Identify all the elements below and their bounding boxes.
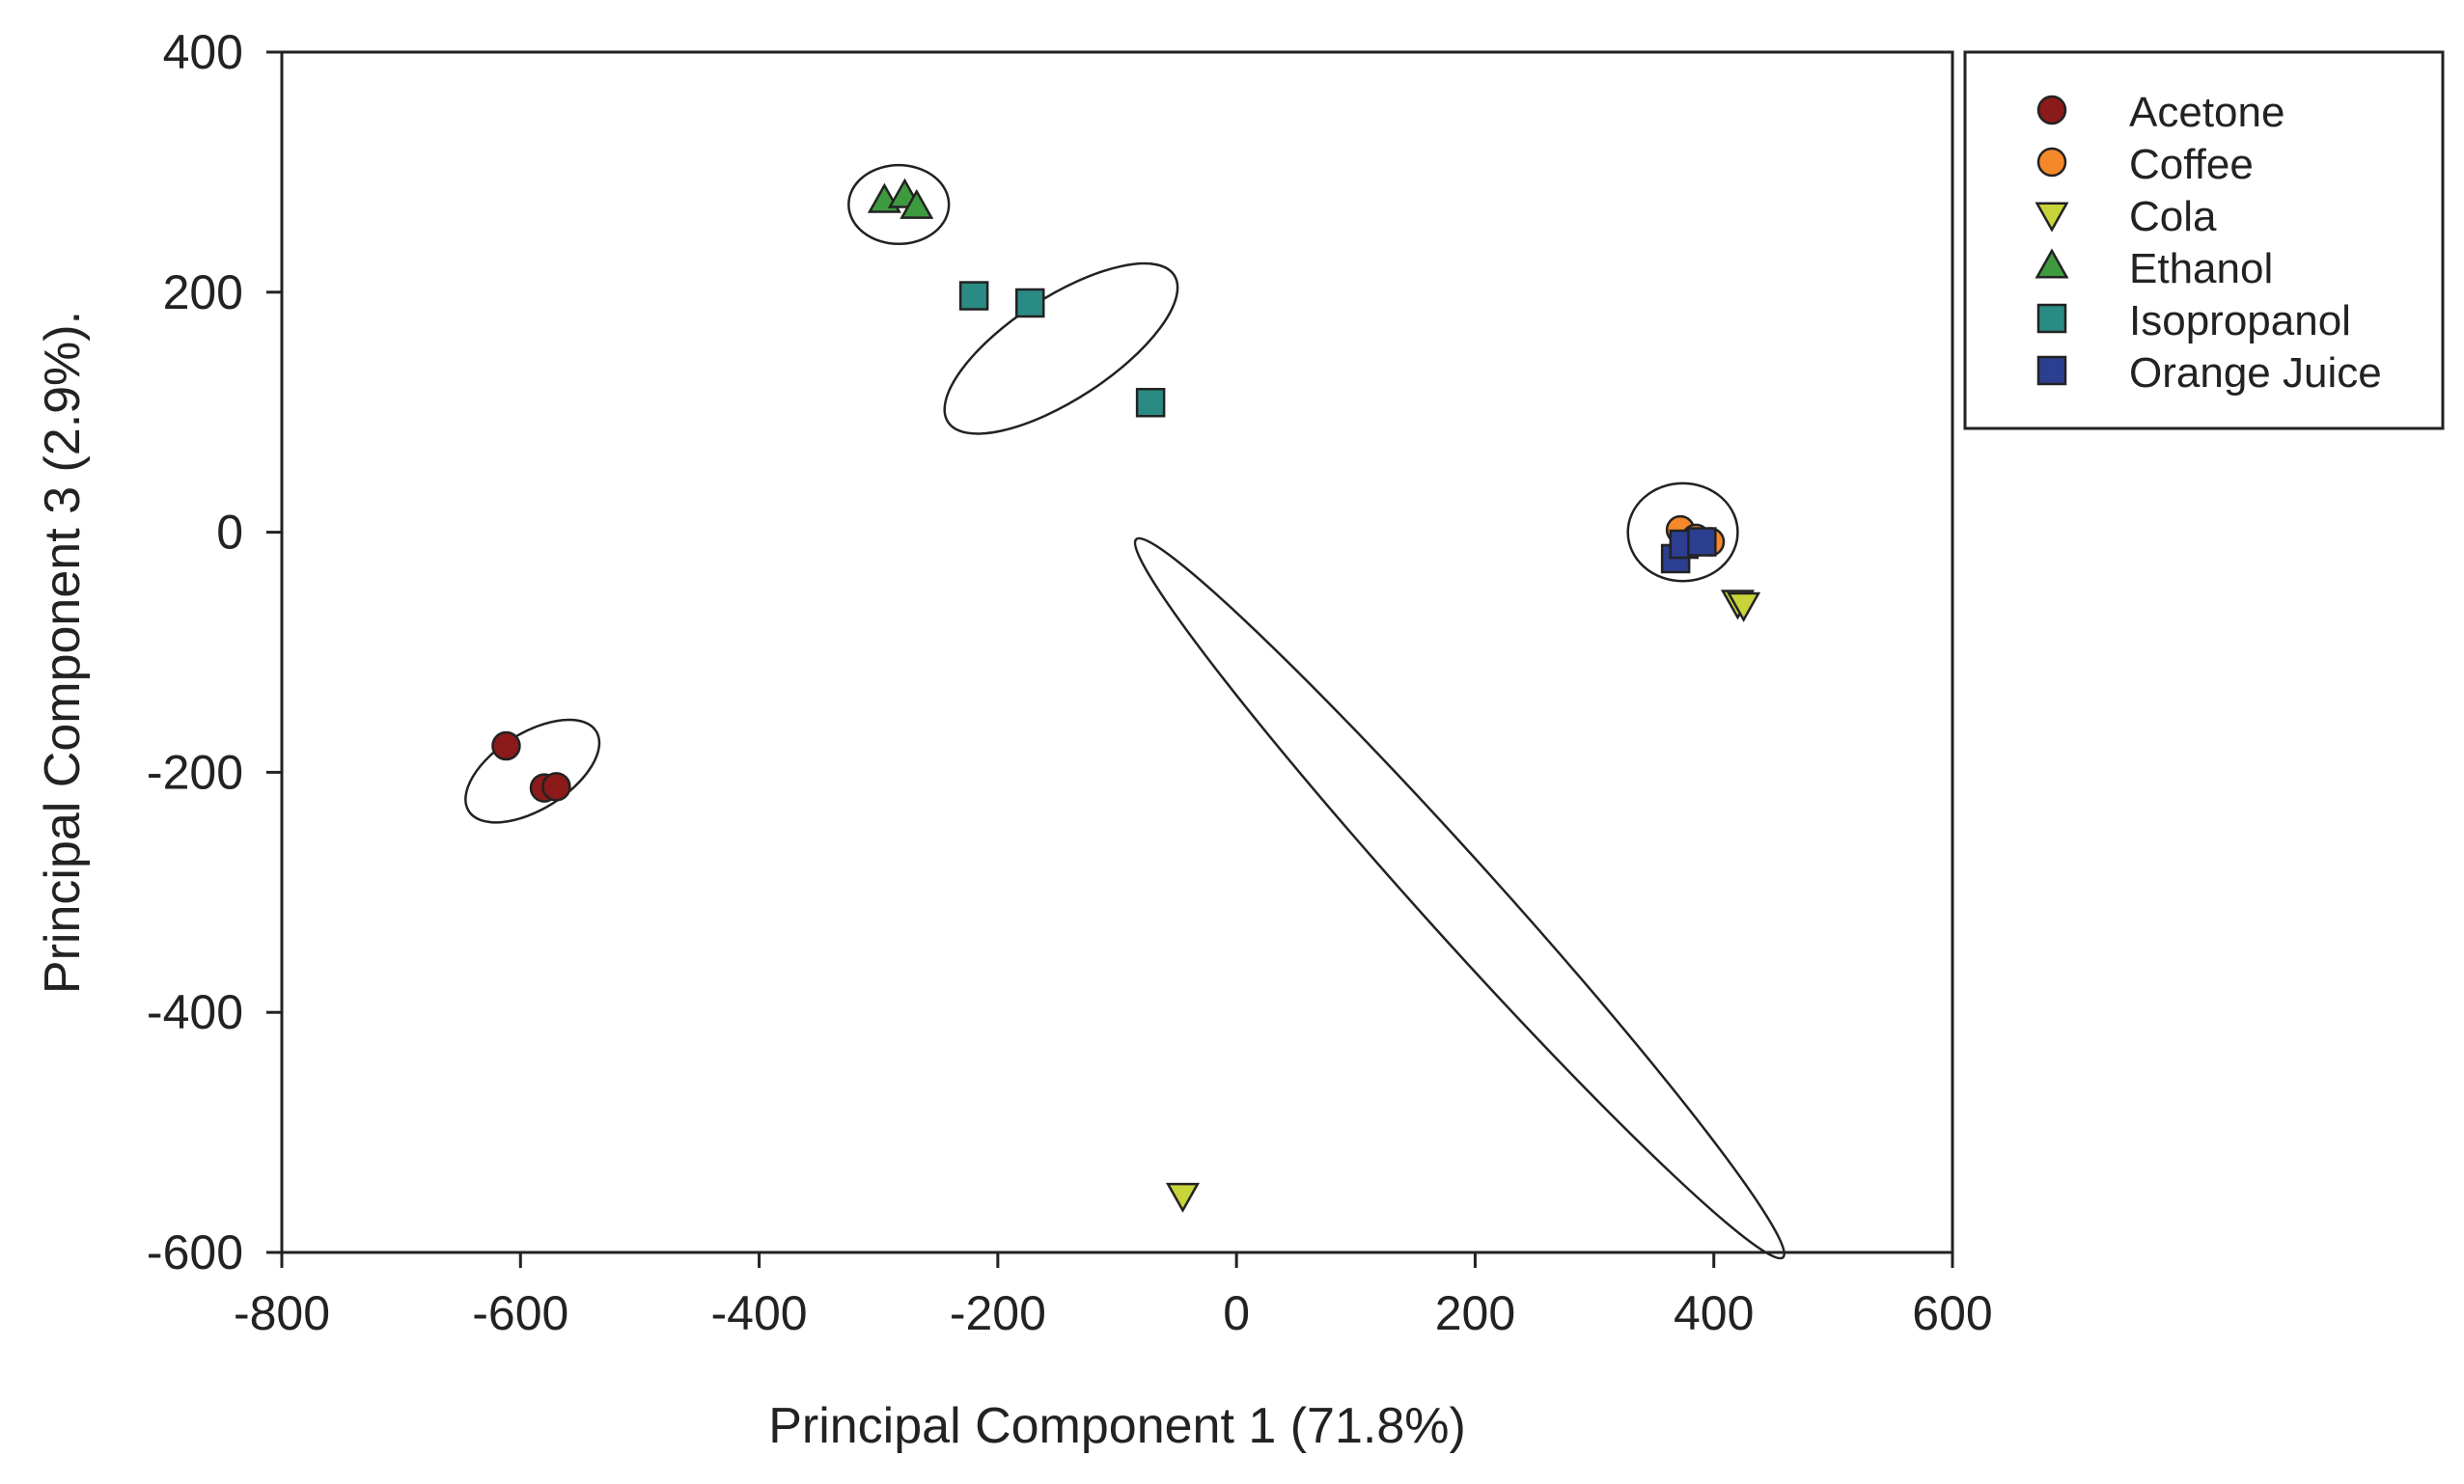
point-isopropanol [958,281,989,311]
x-tick-label: -200 [950,1286,1046,1340]
cluster-ellipses [464,163,1786,1260]
cluster-ellipse [847,163,951,246]
point-acetone [491,730,521,761]
y-tick-label: -600 [147,1225,243,1279]
y-tick-label: 400 [163,25,243,79]
y-tick-label: 200 [163,265,243,319]
x-tick-label: -400 [711,1286,808,1340]
legend-marker-orange-juice [2036,355,2067,386]
point-cola [1727,591,1761,622]
x-tick-label: 600 [1912,1286,1992,1340]
legend-label-cola: Cola [2129,193,2217,240]
legend-marker-coffee [2036,147,2067,178]
x-tick-label: 0 [1223,1286,1250,1340]
x-tick-label: 400 [1674,1286,1754,1340]
legend-label-acetone: Acetone [2129,89,2284,136]
legend-label-orange-juice: Orange Juice [2129,349,2382,397]
legend-marker-cola [2035,202,2069,233]
legend-marker-acetone [2036,95,2067,125]
x-axis-title: Principal Component 1 (71.8%) [768,1398,1466,1454]
y-tick-label: 0 [216,506,243,560]
plot-area-frame [280,50,1954,1254]
point-cola [1165,1182,1201,1213]
y-axis-ticks: -600 -400 -200 0 200 400 [147,25,282,1279]
x-axis-ticks: -800 -600 -400 -200 0 200 400 600 [234,1252,1993,1340]
point-acetone [541,772,571,802]
legend-marker-ethanol [2035,248,2069,279]
legend-label-coffee: Coffee [2129,141,2254,188]
cluster-ellipse [464,718,601,824]
point-ethanol [900,188,934,219]
legend-label-isopropanol: Isopropanol [2129,297,2351,344]
y-tick-label: -400 [147,985,243,1039]
point-isopropanol [1135,387,1166,418]
y-tick-label: -200 [147,745,243,799]
y-axis-title: Principal Component 3 (2.9%). [35,311,91,994]
cluster-ellipse [943,261,1179,435]
x-tick-label: -800 [234,1286,330,1340]
legend-marker-isopropanol [2036,303,2067,334]
data-points [491,178,1761,1213]
x-tick-label: 200 [1435,1286,1515,1340]
point-orange-juice [1687,527,1717,557]
x-tick-label: -600 [472,1286,568,1340]
cluster-ellipse [1133,536,1786,1260]
cluster-ellipse [1626,481,1739,583]
legend-label-ethanol: Ethanol [2129,245,2273,292]
legend: Acetone Coffee Cola Ethanol Isopropanol Orang… [1963,50,2445,430]
point-isopropanol [1014,288,1045,318]
